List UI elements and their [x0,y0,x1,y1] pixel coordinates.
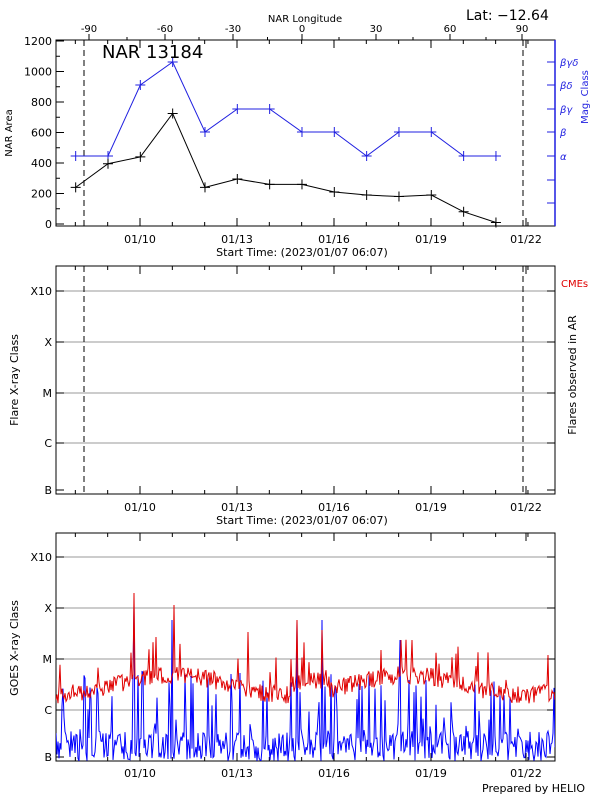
mag-y-tick-label: βδ [559,81,573,92]
mag-y-tick-label: βγ [559,105,573,116]
panel-goes: B C M X X10 01/10 01/13 01/16 01/19 01/22 GOES X… [8,532,556,780]
longitude-tick-label: 60 [444,24,457,35]
area-y-tick-label: 400 [31,157,52,170]
p2-tick-label: 01/16 [318,501,350,514]
area-y-tick-label: 800 [31,96,52,109]
nar-area-point [426,190,437,201]
longitude-tick-label: 90 [516,24,529,35]
area-y-tick-label: 1000 [24,66,52,79]
p2-y-tick-label: X10 [30,285,52,298]
nar-area-point [103,158,113,169]
nar-area-point [199,182,210,193]
lat-label: Lat: −12.64 [466,8,549,24]
panel1-ylabel-left: NAR Area [4,109,15,156]
area-y-tick-label: 200 [31,188,52,201]
top-axis-title: NAR Longitude [268,14,342,25]
mag-class-point [70,151,81,161]
mag-class-point [296,127,307,137]
mag-class-point [393,127,404,137]
p2-y-tick-label: M [43,387,53,400]
p3-y-tick-label: C [44,704,52,717]
mag-class-point [329,127,340,137]
mag-class-point [135,80,146,90]
goes-long-series [56,592,555,704]
panel3-ylabel-left: GOES X-ray Class [8,600,21,696]
mag-y-tick-label: α [560,152,567,163]
nar-area-point [135,151,146,162]
prepared-by: Prepared by HELIO [482,782,585,795]
cme-legend: CMEs [561,279,588,290]
nar-area-point [329,186,340,197]
longitude-tick-label: 30 [370,24,383,35]
nar-area-point [490,217,501,228]
area-y-tick-label: 1200 [24,35,52,48]
mag-class-point [199,127,210,137]
p3-tick-label: 01/13 [221,767,253,780]
mag-class-point [167,57,178,67]
nar-area-point [458,206,469,217]
nar-area-point [393,191,404,202]
panel2-frame [55,265,556,495]
p3-y-tick-label: B [44,751,52,764]
nar-area-point [361,190,372,201]
p3-tick-label: 01/10 [124,767,156,780]
p1-tick-label: 01/13 [221,233,253,246]
p2-y-tick-label: B [44,484,52,497]
area-y-tick-label: 0 [45,218,52,231]
mag-class-point [264,104,275,114]
mag-class-point [458,151,469,161]
p1-tick-label: 01/19 [415,233,447,246]
p3-y-tick-label: X [44,602,52,615]
panel2-xlabel: Start Time: (2023/01/07 06:07) [216,514,388,527]
longitude-tick-label: -90 [81,24,97,35]
p3-tick-label: 01/19 [415,767,447,780]
area-y-tick-label: 600 [31,127,52,140]
region-label: NAR 13184 [102,42,203,63]
mag-class-line [75,61,496,157]
nar-area-point [167,108,178,119]
mag-class-point [426,127,437,137]
p3-y-tick-label: X10 [30,551,52,564]
panel2-ylabel-right: Flares observed in AR [566,315,579,435]
panel1-frame [55,39,556,227]
nar-area-point [264,179,275,190]
nar-area-point [232,174,243,185]
p2-y-tick-label: C [44,437,52,450]
p3-tick-label: 01/16 [318,767,350,780]
longitude-tick-label: -30 [225,24,241,35]
p1-tick-label: 01/22 [510,233,542,246]
mag-class-point [361,151,372,161]
panel-flares: B C M X X10 01/10 01/13 01/16 01/19 01/22 Flare … [8,265,588,527]
nar-area-line [75,112,497,223]
nar-area-point [70,182,81,193]
p3-tick-label: 01/22 [510,767,542,780]
p2-tick-label: 01/22 [510,501,542,514]
p3-y-tick-label: M [43,653,53,666]
panel2-ylabel-left: Flare X-ray Class [8,334,21,426]
longitude-tick-label: -60 [157,24,173,35]
p2-tick-label: 01/10 [124,501,156,514]
mag-class-point [490,151,501,161]
mag-class-point [232,104,243,114]
p2-tick-label: 01/19 [415,501,447,514]
panel3-frame [55,532,556,762]
panel1-xlabel: Start Time: (2023/01/07 06:07) [216,246,388,259]
panel1-ylabel-right: Mag. Class [580,70,591,124]
p2-y-tick-label: X [44,336,52,349]
mag-y-tick-label: βγδ [559,58,578,69]
goes-short-series [56,604,555,761]
longitude-tick-label: 0 [299,24,305,35]
nar-area-point [296,179,307,190]
p1-tick-label: 01/16 [318,233,350,246]
p2-tick-label: 01/13 [221,501,253,514]
mag-y-tick-label: β [559,128,567,139]
p1-tick-label: 01/10 [124,233,156,246]
